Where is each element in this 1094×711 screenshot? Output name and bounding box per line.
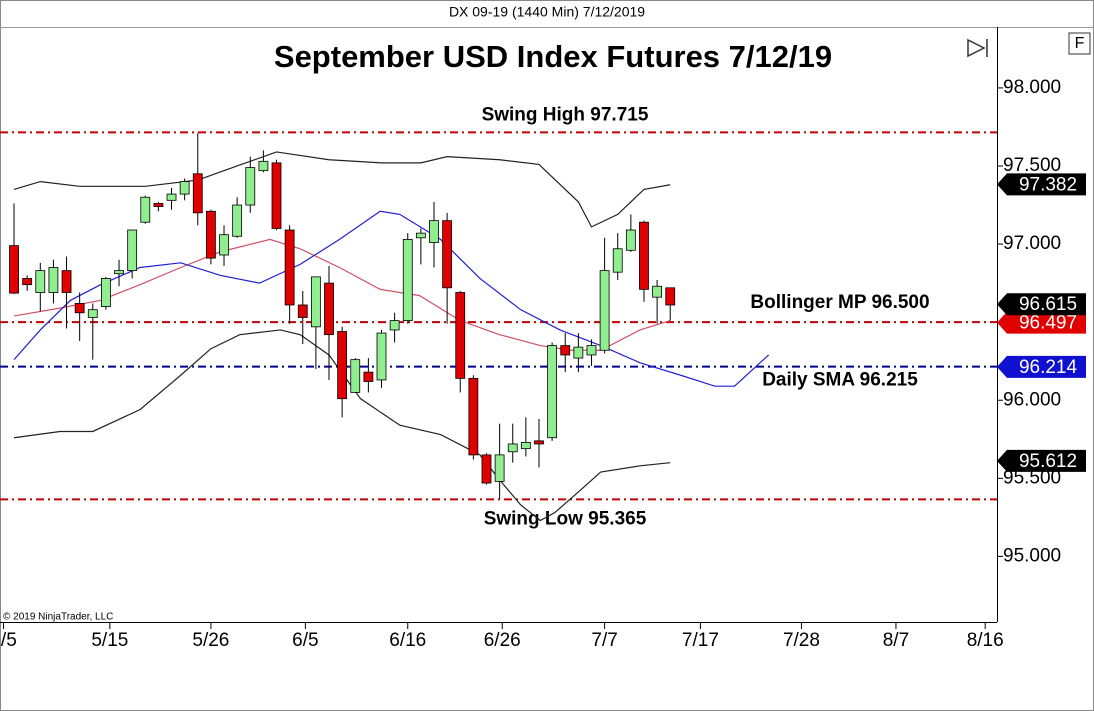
indicator-line bbox=[13, 329, 671, 522]
candle-body bbox=[324, 282, 334, 336]
copyright: © 2019 NinjaTrader, LLC bbox=[3, 612, 113, 623]
candle-body bbox=[402, 238, 413, 321]
candle-body bbox=[232, 204, 243, 237]
scroll-icon[interactable] bbox=[967, 38, 988, 58]
candle-body bbox=[520, 442, 531, 450]
candle-body bbox=[9, 245, 19, 294]
button-label[interactable]: F bbox=[1075, 35, 1085, 52]
candle-body bbox=[192, 173, 203, 214]
price-marker bbox=[997, 355, 1086, 378]
candle-body bbox=[166, 193, 177, 201]
candle-body bbox=[48, 267, 59, 293]
price-marker bbox=[997, 449, 1086, 472]
candle-body bbox=[310, 276, 321, 328]
candle-body bbox=[22, 278, 33, 286]
level-label: Daily SMA 96.215 bbox=[762, 370, 918, 391]
candle-body bbox=[258, 160, 269, 172]
candle-body bbox=[625, 229, 636, 251]
indicator-line bbox=[13, 151, 671, 228]
y-tick-label: 95.000 bbox=[1003, 545, 1061, 566]
candle-body bbox=[114, 270, 124, 275]
y-tick-label: 98.000 bbox=[1003, 77, 1061, 98]
candle-body bbox=[297, 304, 308, 318]
candle-body bbox=[35, 270, 46, 293]
candle-body bbox=[376, 332, 387, 381]
x-tick-label: 8/16 bbox=[967, 630, 1004, 651]
price-marker bbox=[997, 311, 1086, 334]
button-box[interactable] bbox=[1068, 32, 1091, 55]
price-marker-label: 96.497 bbox=[1019, 313, 1077, 334]
y-tick-label: 97.000 bbox=[1003, 233, 1061, 254]
candle-body bbox=[442, 220, 453, 289]
y-tick-label: 95.500 bbox=[1003, 467, 1061, 488]
x-tick-label: 7/28 bbox=[783, 630, 820, 651]
x-tick-label: 6/26 bbox=[484, 630, 521, 651]
candle-body bbox=[153, 203, 164, 207]
y-tick-label: 96.000 bbox=[1003, 389, 1061, 410]
x-tick-label: 6/5 bbox=[292, 630, 318, 651]
candle-body bbox=[389, 320, 400, 331]
x-tick-label: 8/7 bbox=[883, 630, 909, 651]
price-marker bbox=[997, 173, 1086, 196]
candle-body bbox=[468, 377, 479, 456]
candle-body bbox=[350, 359, 361, 393]
candle-body bbox=[599, 270, 610, 351]
candle-body bbox=[429, 220, 439, 243]
candle-body bbox=[337, 331, 348, 400]
candle-body bbox=[481, 454, 492, 484]
candle-body bbox=[271, 162, 282, 229]
price-marker-label: 95.612 bbox=[1019, 451, 1077, 472]
price-marker-label: 96.615 bbox=[1019, 294, 1077, 315]
price-marker-label: 96.214 bbox=[1019, 357, 1078, 378]
candle-body bbox=[363, 371, 374, 382]
price-marker bbox=[997, 293, 1086, 316]
candle-body bbox=[87, 309, 98, 318]
candle-body bbox=[219, 234, 229, 256]
y-tick-label: 97.500 bbox=[1003, 155, 1061, 176]
level-label: Bollinger MP 96.500 bbox=[750, 292, 929, 313]
x-tick-label: 7/17 bbox=[682, 630, 719, 651]
x-tick-label: 5/15 bbox=[91, 630, 128, 651]
x-tick-label: 6/16 bbox=[389, 630, 426, 651]
candle-body bbox=[127, 229, 138, 272]
level-label: Swing Low 95.365 bbox=[484, 508, 647, 529]
candle-body bbox=[639, 221, 649, 290]
header: DX 09-19 (1440 Min) 7/12/2019 bbox=[449, 4, 645, 20]
candle-body bbox=[652, 285, 662, 298]
candle-body bbox=[494, 454, 505, 482]
candle-body bbox=[612, 248, 623, 273]
candle-body bbox=[74, 303, 85, 314]
candle-body bbox=[455, 292, 466, 379]
x-tick-label: 7/7 bbox=[591, 630, 617, 651]
candle-body bbox=[140, 196, 151, 223]
price-marker-label: 97.382 bbox=[1019, 174, 1077, 195]
chart-title: September USD Index Futures 7/12/19 bbox=[274, 39, 832, 74]
candle-body bbox=[205, 210, 216, 259]
x-tick-label: 5/26 bbox=[192, 630, 229, 651]
candle-body bbox=[245, 167, 256, 206]
candle-body bbox=[573, 346, 584, 359]
candle-body bbox=[284, 229, 295, 306]
candle-body bbox=[101, 278, 111, 307]
candle-body bbox=[415, 232, 426, 239]
candle-body bbox=[560, 345, 571, 356]
x-tick-label: 5/5 bbox=[0, 630, 17, 651]
level-label: Swing High 97.715 bbox=[482, 104, 649, 125]
candle-body bbox=[547, 345, 558, 439]
indicator-line bbox=[13, 210, 770, 387]
candle-body bbox=[534, 440, 544, 445]
candle-body bbox=[507, 443, 518, 453]
candle-body bbox=[179, 181, 190, 195]
candle-body bbox=[586, 345, 597, 356]
candle-body bbox=[61, 270, 72, 293]
candle-body bbox=[665, 287, 676, 306]
